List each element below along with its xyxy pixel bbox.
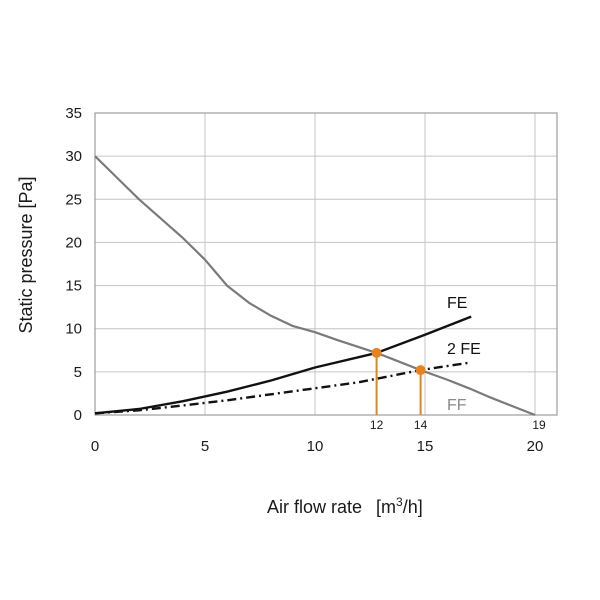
operating-point-flow-label: 14 [414,418,428,432]
y-tick-label: 30 [65,148,82,165]
y-tick-label: 10 [65,321,82,338]
series-line-fe [94,315,472,415]
x-tick-label: 20 [527,438,544,455]
operating-point-flow-label: 12 [370,418,384,432]
x-tick-label: 0 [91,438,99,455]
x-tick-labels: 0 5 10 15 20 [91,438,544,455]
x-tick-label: 5 [201,438,209,455]
y-tick-label: 20 [65,234,82,251]
series-label-ff: FF [447,397,467,414]
x-axis-unit: [m3/h] [376,495,423,517]
x-axis-title-text: Air flow rate [267,497,362,517]
y-tick-label: 35 [65,105,82,122]
x-axis-title: Air flow rate [m3/h] [267,495,423,517]
y-tick-label: 15 [65,278,82,295]
series-labels: FF FE 2 FE [447,295,481,414]
y-tick-label: 0 [74,407,82,424]
series-line-ff [94,155,536,417]
operating-point [415,365,426,376]
plot-frame [94,112,558,416]
markers-layer: 12 14 19 [370,347,546,432]
ff-end-flow-label: 19 [532,418,546,432]
y-tick-label: 5 [74,364,82,381]
operating-point [371,347,382,358]
series-layer [94,155,536,417]
y-tick-label: 25 [65,191,82,208]
y-axis-title: Static pressure [Pa] [16,176,36,333]
grid [95,112,557,415]
series-label-fe: FE [447,295,467,312]
x-tick-label: 10 [307,438,324,455]
series-line-2-fe [94,361,472,415]
series-label-2-fe: 2 FE [447,341,481,358]
y-tick-labels: 0 5 10 15 20 25 30 35 [65,105,82,424]
x-tick-label: 15 [417,438,434,455]
